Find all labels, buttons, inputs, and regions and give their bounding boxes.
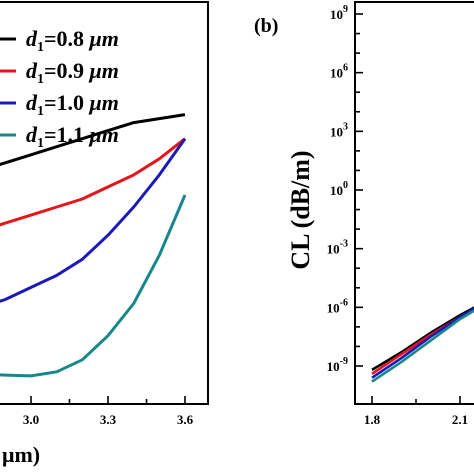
panel-a-series bbox=[0, 113, 187, 378]
panel-a-x-axis-label: μm) bbox=[2, 442, 40, 467]
legend-entry-2: d1=0.9 μm bbox=[26, 58, 119, 87]
panel-b-y-tick-label: 103 bbox=[330, 121, 348, 139]
panel-a-x-ticks: 3.0 3.3 3.6 bbox=[23, 396, 194, 427]
panel-b-y-tick-label: 100 bbox=[330, 180, 348, 198]
panel-b-x-ticks: 1.8 2.1 bbox=[364, 396, 468, 427]
legend-entry-4: d1=1.1 μm bbox=[26, 122, 119, 151]
panel-b-series bbox=[371, 306, 474, 383]
panel-b-x-tick-label: 2.1 bbox=[452, 412, 468, 427]
panel-a-series-line-2 bbox=[0, 137, 186, 227]
panel-a-x-tick-label: 3.3 bbox=[100, 412, 117, 427]
panel-b: (b) CL (dB/m) 109 106 103 100 10-3 10-6 10-9 1… bbox=[254, 1, 474, 427]
panel-a-series-line-3 bbox=[0, 137, 187, 303]
panel-a-x-tick-label: 3.6 bbox=[177, 412, 194, 427]
panel-b-y-ticks: 109 106 103 100 10-3 10-6 10-9 bbox=[327, 4, 363, 374]
panel-a-series-line-4 bbox=[0, 194, 187, 378]
panel-b-x-tick-label: 1.8 bbox=[364, 412, 381, 427]
panel-b-y-axis-label: CL (dB/m) bbox=[286, 150, 315, 269]
panel-b-y-tick-label: 10-3 bbox=[327, 239, 348, 257]
panel-b-series-line-3 bbox=[371, 307, 474, 379]
panel-b-y-tick-label: 10-6 bbox=[327, 297, 348, 315]
panel-b-series-line-4 bbox=[371, 309, 474, 383]
panel-b-label: (b) bbox=[254, 15, 278, 37]
legend-entry-1: d1=0.8 μm bbox=[26, 26, 119, 55]
legend-entry-3: d1=1.0 μm bbox=[26, 90, 119, 119]
panel-a-axes-frame bbox=[0, 1, 209, 405]
panel-b-y-tick-label: 106 bbox=[330, 63, 348, 81]
panel-a-series-line-1 bbox=[0, 113, 186, 167]
panel-b-y-tick-label: 10-9 bbox=[327, 356, 348, 374]
panel-a-legend: d1=0.8 μm d1=0.9 μm d1=1.0 μm d1=1.1 μm bbox=[0, 26, 119, 151]
panel-b-series-line-1 bbox=[371, 306, 474, 372]
panel-b-y-tick-label: 109 bbox=[330, 4, 348, 22]
panel-a-x-tick-label: 3.0 bbox=[23, 412, 39, 427]
